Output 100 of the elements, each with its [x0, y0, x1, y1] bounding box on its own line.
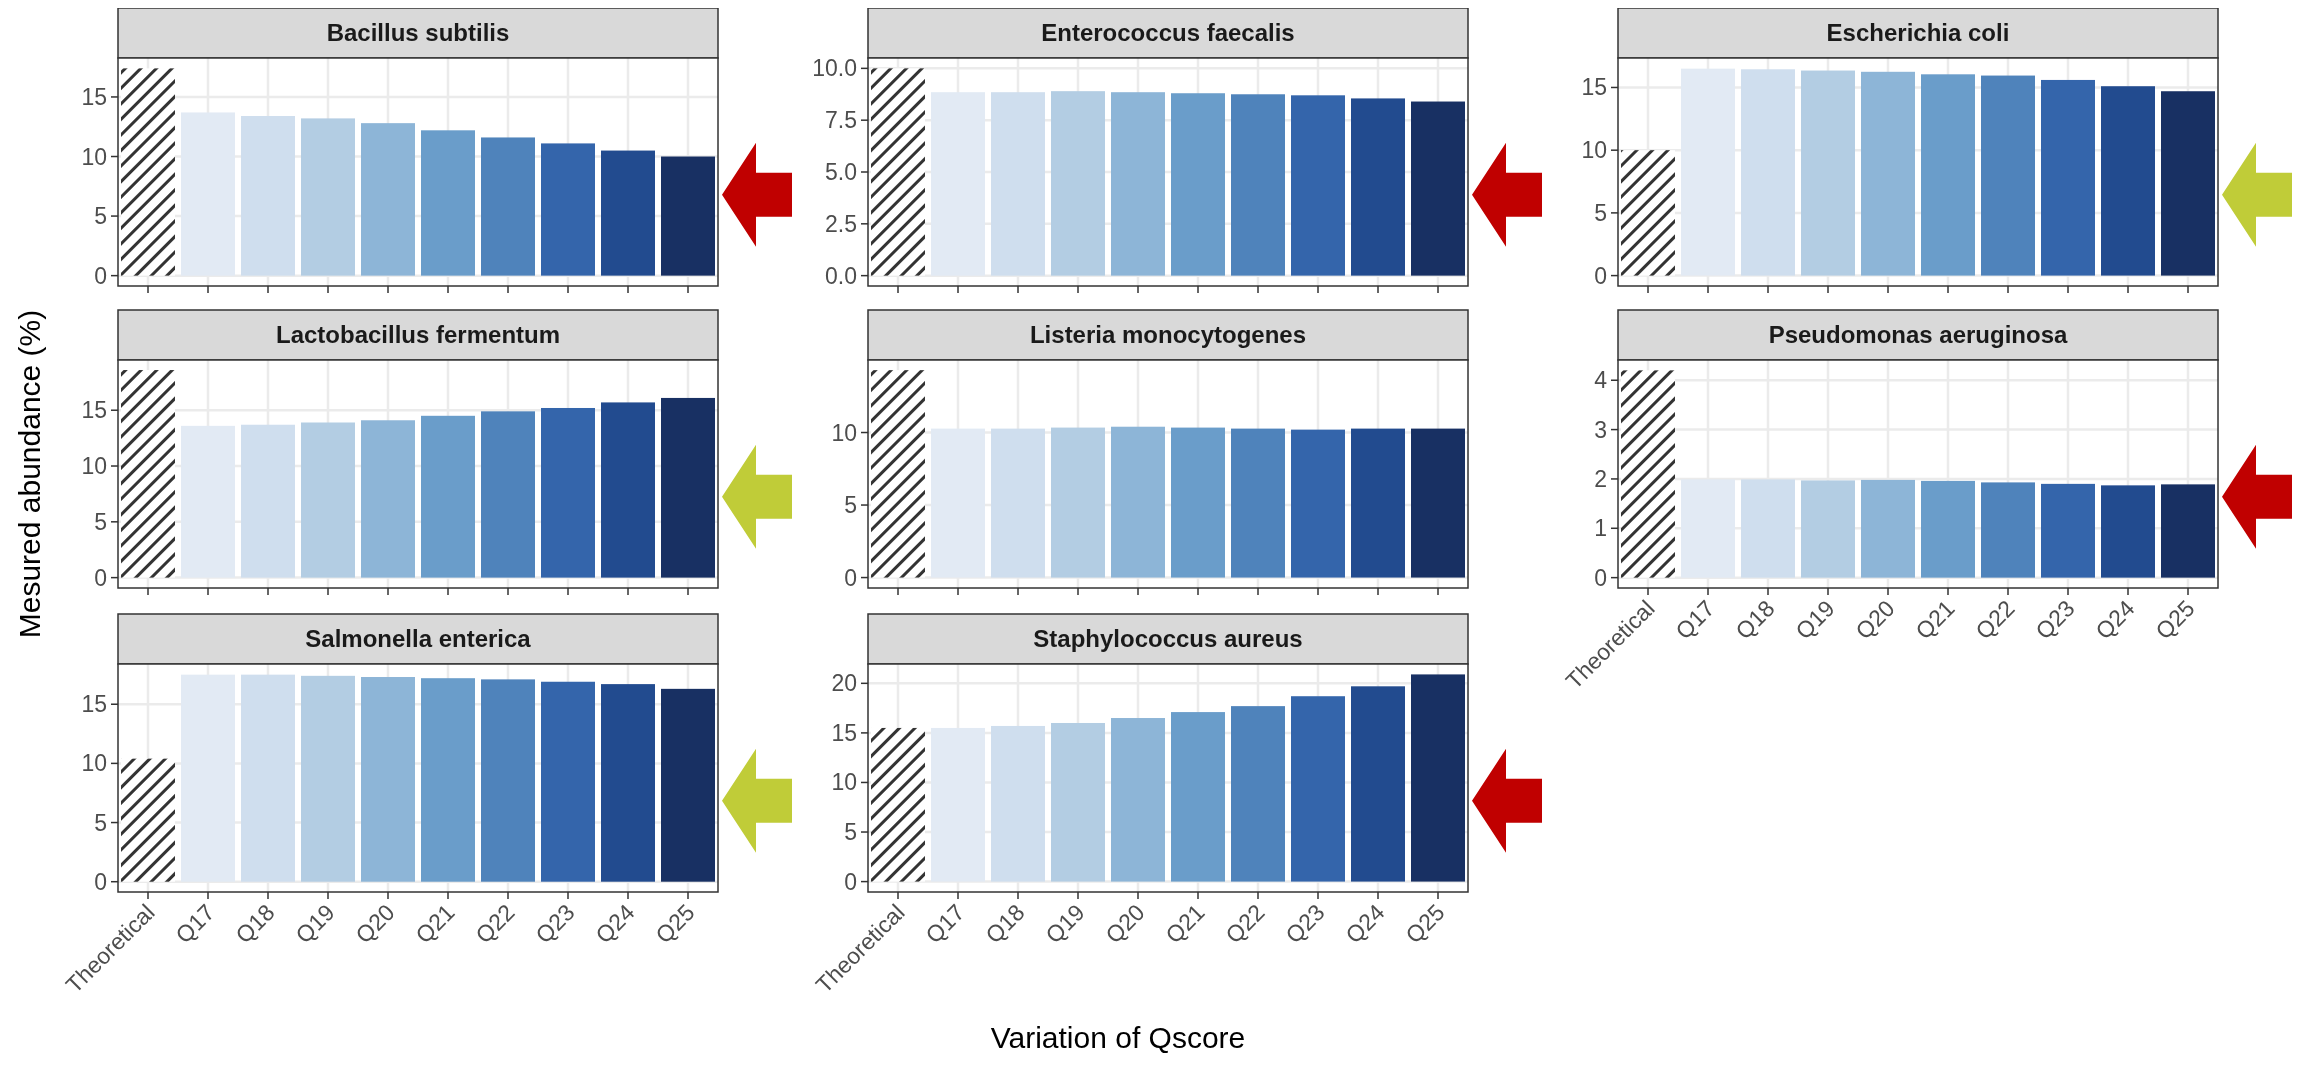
- bar: [1291, 696, 1345, 882]
- y-tick-label: 5: [94, 508, 107, 535]
- bar: [361, 677, 415, 882]
- bar: [991, 92, 1045, 276]
- y-tick-label: 1: [1594, 515, 1607, 542]
- bar: [1171, 93, 1225, 276]
- bar: [2101, 86, 2155, 276]
- bar: [2041, 483, 2095, 578]
- bar: [121, 758, 175, 882]
- y-tick-label: 20: [831, 670, 857, 697]
- y-tick-label: 5: [844, 492, 857, 519]
- bar: [1231, 94, 1285, 276]
- x-tick-label: Q24: [2090, 595, 2140, 645]
- bar: [1861, 71, 1915, 276]
- bar: [661, 688, 715, 882]
- y-tick-label: 10: [831, 769, 857, 796]
- bar: [421, 415, 475, 578]
- bar: [541, 681, 595, 882]
- x-tick-label: Q25: [2150, 595, 2200, 645]
- y-tick-label: 15: [81, 83, 107, 110]
- bar: [301, 675, 355, 882]
- bar: [1051, 91, 1105, 276]
- x-tick-label: Q25: [650, 899, 700, 949]
- y-tick-label: 0: [844, 868, 857, 895]
- bar: [1801, 480, 1855, 578]
- bar: [1171, 712, 1225, 882]
- bar: [1111, 92, 1165, 276]
- bar: [1111, 718, 1165, 882]
- y-tick-label: 15: [831, 719, 857, 746]
- y-tick-label: 2.5: [825, 210, 857, 237]
- bar: [2161, 91, 2215, 276]
- chart-title: Lactobacillus fermentum: [275, 321, 561, 348]
- x-tick-label: Q19: [1040, 899, 1090, 949]
- bar: [1171, 427, 1225, 578]
- y-tick-label: 10.0: [812, 55, 857, 82]
- y-tick-label: 0: [844, 564, 857, 591]
- bar: [1981, 75, 2035, 276]
- x-tick-label: Q21: [1160, 899, 1210, 949]
- bar: [2041, 79, 2095, 276]
- bar: [661, 397, 715, 578]
- bar: [1861, 479, 1915, 578]
- bar: [361, 420, 415, 578]
- bar: [121, 68, 175, 276]
- bar: [241, 116, 295, 276]
- bar: [991, 428, 1045, 578]
- bar: [1411, 428, 1465, 578]
- bar: [361, 123, 415, 276]
- bar: [871, 68, 925, 276]
- bar: [481, 137, 535, 276]
- bar: [481, 679, 535, 882]
- x-tick-label: Q24: [1340, 899, 1390, 949]
- y-tick-label: 10: [81, 750, 107, 777]
- bar: [1621, 370, 1675, 578]
- bar: [1111, 426, 1165, 578]
- x-tick-label: Q22: [470, 899, 520, 949]
- x-tick-label: Q23: [2030, 595, 2080, 645]
- y-tick-label: 5: [94, 809, 107, 836]
- bar: [301, 422, 355, 578]
- y-tick-label: 2: [1594, 465, 1607, 492]
- x-tick-label: Q22: [1220, 899, 1270, 949]
- x-tick-label: Q19: [1790, 595, 1840, 645]
- bar: [871, 370, 925, 578]
- bar: [1741, 69, 1795, 276]
- chart-title: Escherichia coli: [1826, 19, 2010, 46]
- bar: [421, 678, 475, 882]
- x-tick-label: Q21: [1910, 595, 1960, 645]
- bar: [2161, 484, 2215, 578]
- bar: [1921, 74, 1975, 276]
- y-tick-label: 10: [81, 453, 107, 480]
- bar: [1801, 70, 1855, 276]
- bar: [1411, 101, 1465, 276]
- x-tick-label: Q25: [1400, 899, 1450, 949]
- y-tick-label: 0: [94, 262, 107, 289]
- x-tick-label: Q17: [920, 899, 970, 949]
- y-tick-label: 10: [831, 419, 857, 446]
- x-tick-label: Q17: [1670, 595, 1720, 645]
- y-tick-label: 15: [81, 397, 107, 424]
- x-axis-title: Variation of Qscore: [990, 1021, 1246, 1054]
- x-tick-label: Q20: [1850, 595, 1900, 645]
- bar: [241, 674, 295, 882]
- bar: [2101, 485, 2155, 578]
- bar: [601, 684, 655, 882]
- y-tick-label: 5: [1594, 199, 1607, 226]
- x-tick-label: Q23: [530, 899, 580, 949]
- x-tick-label: Q21: [410, 899, 460, 949]
- bar: [421, 130, 475, 276]
- chart-title: Pseudomonas aeruginosa: [1768, 321, 2069, 348]
- y-tick-label: 3: [1594, 416, 1607, 443]
- bar: [1231, 706, 1285, 882]
- x-tick-label: Q18: [230, 899, 280, 949]
- y-tick-label: 0: [94, 868, 107, 895]
- y-tick-label: 5: [94, 203, 107, 230]
- chart-title: Staphylococcus aureus: [1033, 625, 1303, 652]
- bar: [1231, 428, 1285, 578]
- chart-title: Listeria monocytogenes: [1029, 321, 1307, 348]
- y-tick-label: 10: [81, 143, 107, 170]
- y-tick-label: 4: [1594, 367, 1608, 394]
- x-tick-label: Q22: [1970, 595, 2020, 645]
- y-tick-label: 0.0: [825, 262, 857, 289]
- bar: [991, 725, 1045, 882]
